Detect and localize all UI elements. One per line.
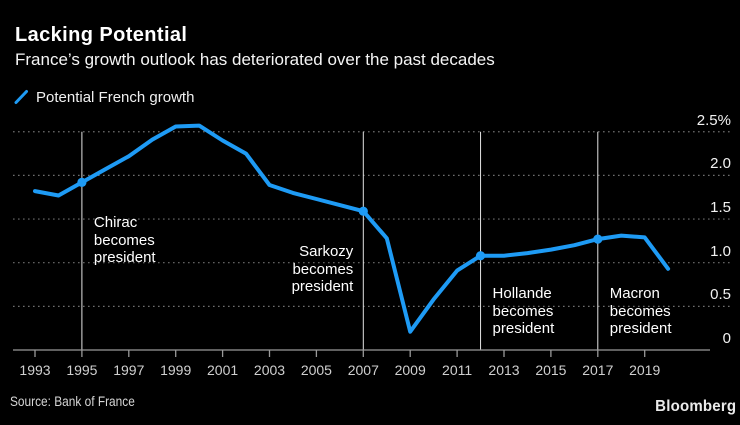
- chart-subtitle: France’s growth outlook has deteriorated…: [15, 50, 495, 69]
- annotation-line: becomes: [609, 302, 671, 320]
- x-tick-label: 1999: [160, 362, 192, 378]
- source-note: Source: Bank of France: [10, 394, 135, 409]
- president-start-marker-sarkozy: [358, 206, 368, 216]
- line-series-icon: [14, 90, 28, 104]
- annotation-hollande: Hollande becomes president: [493, 285, 555, 338]
- potential-growth-line: [33, 123, 671, 334]
- annotation-line: Chirac: [93, 214, 138, 231]
- x-tick-label: 2019: [629, 362, 661, 378]
- annotation-line: Macron: [609, 285, 660, 302]
- president-start-marker-hollande: [475, 251, 486, 261]
- bloomberg-logo: Bloomberg: [654, 398, 736, 415]
- x-tick-label: 2017: [582, 362, 614, 378]
- x-tick-label: 2001: [207, 362, 239, 378]
- y-tick-label: 2.0: [710, 155, 731, 173]
- annotation-line: becomes: [292, 260, 354, 278]
- y-tick-label: 1.0: [710, 242, 731, 260]
- legend-label: Potential French growth: [36, 88, 195, 106]
- y-tick-label: 0: [722, 330, 731, 347]
- y-tick-label: 0.5: [710, 286, 731, 304]
- annotation-line: president: [93, 249, 156, 266]
- x-tick-label: 2011: [442, 362, 473, 378]
- annotation-macron: Macron becomes president: [610, 285, 672, 338]
- president-start-marker-macron: [593, 234, 603, 244]
- annotation-sarkozy: Sarkozy becomes president: [292, 243, 354, 296]
- x-tick-label: 2015: [535, 362, 567, 378]
- annotation-line: becomes: [492, 302, 554, 320]
- annotation-line: becomes: [93, 231, 155, 249]
- x-tick-label: 2005: [300, 362, 332, 378]
- legend: Potential French growth: [14, 88, 194, 106]
- annotation-chirac: Chirac becomes president: [94, 214, 156, 267]
- x-tick-label: 2007: [347, 362, 379, 378]
- chart-title: Lacking Potential: [15, 24, 188, 46]
- x-tick-label: 2009: [394, 362, 426, 378]
- annotation-line: president: [291, 278, 354, 295]
- y-tick-label: 1.5: [710, 199, 731, 217]
- president-start-marker-chirac: [77, 177, 87, 187]
- x-tick-label: 1995: [66, 362, 98, 378]
- x-tick-label: 2003: [253, 362, 286, 378]
- x-tick-label: 1997: [113, 362, 145, 378]
- annotation-line: Hollande: [492, 285, 552, 302]
- y-tick-label: 2.5%: [696, 111, 731, 129]
- annotation-line: Sarkozy: [299, 243, 354, 260]
- x-tick-label: 2013: [488, 362, 520, 378]
- x-tick-label: 1993: [19, 362, 51, 378]
- annotation-line: president: [609, 320, 672, 337]
- annotation-line: president: [492, 320, 555, 337]
